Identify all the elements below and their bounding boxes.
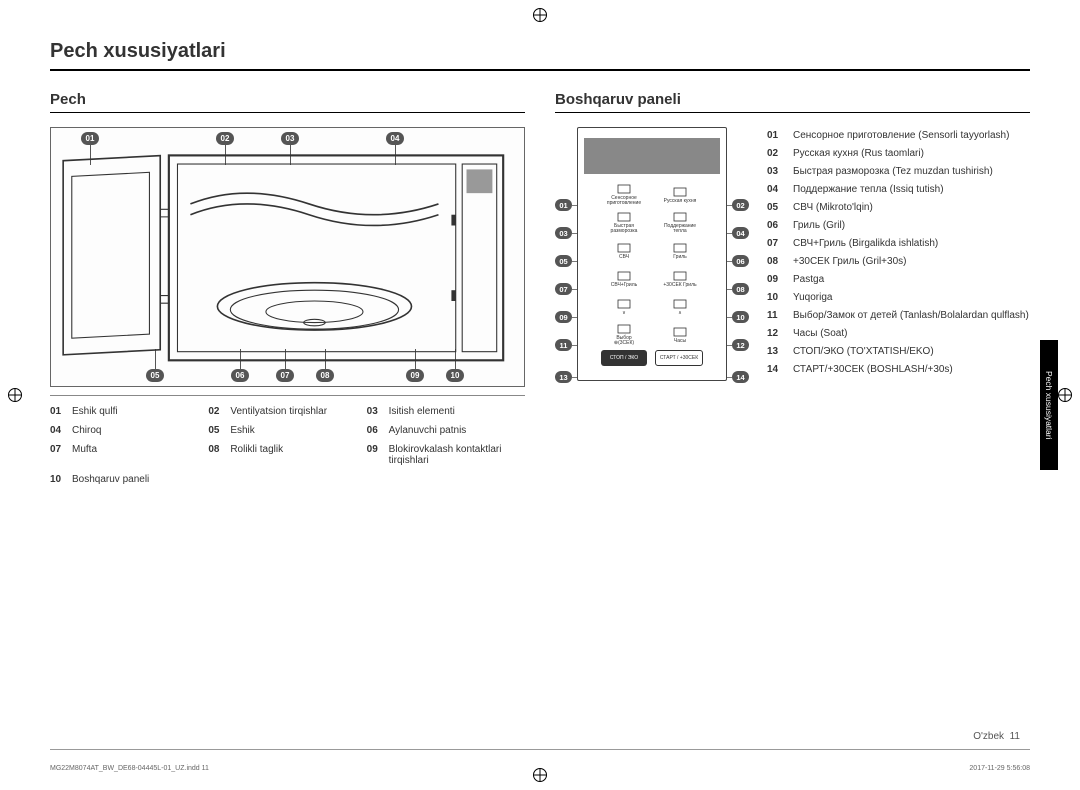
crop-mark-icon [1058,388,1072,402]
p-callout: 12 [732,339,749,351]
control-panel-section: Boshqaruv paneli 01 03 05 07 09 11 13 02… [555,91,1030,493]
panel-button: СВЧ+Гриль [601,268,647,290]
callout-09: 09 [406,369,424,382]
control-panel-legend: 01Сенсорное приготовление (Sensorli tayy… [767,127,1030,379]
oven-illustration [61,150,514,366]
p-callout: 13 [555,371,572,383]
callout-04: 04 [386,132,404,145]
footer-rule [50,749,1030,750]
crop-mark-icon [8,388,22,402]
p-callout: 01 [555,199,572,211]
display-screen [584,138,720,174]
panel-button: СВЧ [601,240,647,262]
callout-08: 08 [316,369,334,382]
panel-button: Сенсорное приготовление [601,184,647,206]
table-row: 10Boshqaruv paneli [50,474,525,485]
panel-button: Гриль [657,240,703,262]
crop-mark-icon [533,768,547,782]
panel-button: Поддержание тепла [657,212,703,234]
stop-eco-button: СТОП / ЭКО [601,350,647,366]
list-item: 10Yuqoriga [767,289,1030,307]
list-item: 04Поддержание тепла (Issiq tutish) [767,181,1030,199]
table-row: 07Mufta 08Rolikli taglik 09Blokirovkalas… [50,444,525,466]
p-callout: 05 [555,255,572,267]
callout-03: 03 [281,132,299,145]
list-item: 07СВЧ+Гриль (Birgalikda ishlatish) [767,235,1030,253]
list-item: 01Сенсорное приготовление (Sensorli tayy… [767,127,1030,145]
oven-section: Pech 01 02 03 04 05 06 07 08 09 10 [50,91,525,493]
oven-heading: Pech [50,91,525,113]
callout-07: 07 [276,369,294,382]
page-number: O'zbek 11 [973,731,1020,742]
panel-button: Быстрая разморозка [601,212,647,234]
list-item: 09Pastga [767,271,1030,289]
table-row: 04Chiroq 05Eshik 06Aylanuvchi patnis [50,425,525,436]
panel-button: Русская кухня [657,184,703,206]
footer-timestamp: 2017-11-29 5:56:08 [969,765,1030,772]
callout-02: 02 [216,132,234,145]
p-callout: 04 [732,227,749,239]
panel-button: +30СЕК Гриль [657,268,703,290]
list-item: 02Русская кухня (Rus taomlari) [767,145,1030,163]
panel-button: ∧ [657,296,703,318]
p-callout: 14 [732,371,749,383]
crop-mark-icon [533,8,547,22]
list-item: 14СТАРТ/+30СЕК (BOSHLASH/+30s) [767,361,1030,379]
table-row: 01Eshik qulfi 02Ventilyatsion tirqishlar… [50,406,525,417]
callout-10: 10 [446,369,464,382]
footer-filename: MG22M8074AT_BW_DE68-04445L-01_UZ.indd 11 [50,765,209,772]
list-item: 12Часы (Soat) [767,325,1030,343]
page-title: Pech xususiyatlari [50,40,1030,71]
callout-01: 01 [81,132,99,145]
list-item: 05СВЧ (Mikroto'lqin) [767,199,1030,217]
control-panel-heading: Boshqaruv paneli [555,91,1030,113]
callout-05: 05 [146,369,164,382]
side-tab: Pech xususiyatlari [1040,340,1058,470]
list-item: 13СТОП/ЭКО (TO'XTATISH/EKO) [767,343,1030,361]
p-callout: 09 [555,311,572,323]
p-callout: 11 [555,339,572,351]
control-panel-device: Сенсорное приготовление Русская кухня Быст… [577,127,727,381]
p-callout: 02 [732,199,749,211]
panel-button: Часы [657,324,703,346]
p-callout: 06 [732,255,749,267]
start-button: СТАРТ / +30СЕК [655,350,703,366]
panel-button: ∨ [601,296,647,318]
callout-06: 06 [231,369,249,382]
list-item: 03Быстрая разморозка (Tez muzdan tushiri… [767,163,1030,181]
list-item: 06Гриль (Gril) [767,217,1030,235]
p-callout: 10 [732,311,749,323]
p-callout: 08 [732,283,749,295]
list-item: 11Выбор/Замок от детей (Tanlash/Bolalard… [767,307,1030,325]
p-callout: 07 [555,283,572,295]
oven-legend: 01Eshik qulfi 02Ventilyatsion tirqishlar… [50,395,525,485]
oven-diagram: 01 02 03 04 05 06 07 08 09 10 [50,127,525,387]
list-item: 08+30СЕК Гриль (Gril+30s) [767,253,1030,271]
panel-button: Выбор ⊕(3СЕК) [601,324,647,346]
p-callout: 03 [555,227,572,239]
